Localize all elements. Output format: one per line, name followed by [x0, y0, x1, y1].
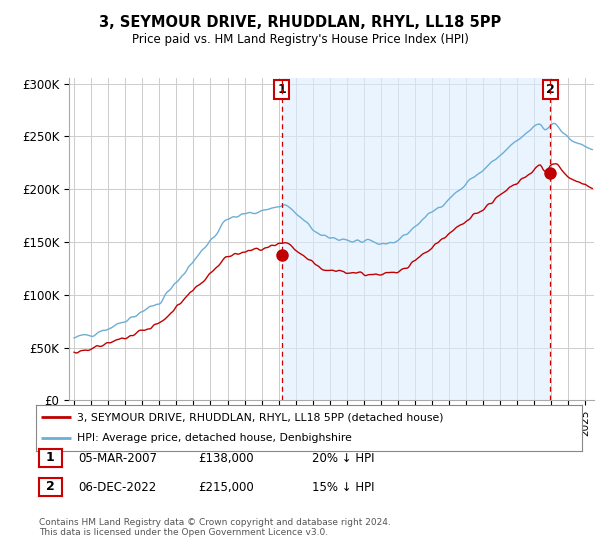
Text: HPI: Average price, detached house, Denbighshire: HPI: Average price, detached house, Denb… [77, 433, 352, 444]
Text: 1: 1 [46, 451, 55, 464]
Text: 2: 2 [46, 480, 55, 493]
Text: 3, SEYMOUR DRIVE, RHUDDLAN, RHYL, LL18 5PP (detached house): 3, SEYMOUR DRIVE, RHUDDLAN, RHYL, LL18 5… [77, 412, 443, 422]
Text: 2: 2 [545, 83, 554, 96]
Text: Price paid vs. HM Land Registry's House Price Index (HPI): Price paid vs. HM Land Registry's House … [131, 32, 469, 46]
Text: 15% ↓ HPI: 15% ↓ HPI [312, 480, 374, 494]
Text: 1: 1 [277, 83, 286, 96]
Text: 06-DEC-2022: 06-DEC-2022 [78, 480, 156, 494]
Text: £215,000: £215,000 [198, 480, 254, 494]
Text: 05-MAR-2007: 05-MAR-2007 [78, 451, 157, 465]
Text: £138,000: £138,000 [198, 451, 254, 465]
Text: 20% ↓ HPI: 20% ↓ HPI [312, 451, 374, 465]
Text: 3, SEYMOUR DRIVE, RHUDDLAN, RHYL, LL18 5PP: 3, SEYMOUR DRIVE, RHUDDLAN, RHYL, LL18 5… [99, 15, 501, 30]
Bar [281, 78, 550, 400]
Text: Contains HM Land Registry data © Crown copyright and database right 2024.
This d: Contains HM Land Registry data © Crown c… [39, 518, 391, 538]
